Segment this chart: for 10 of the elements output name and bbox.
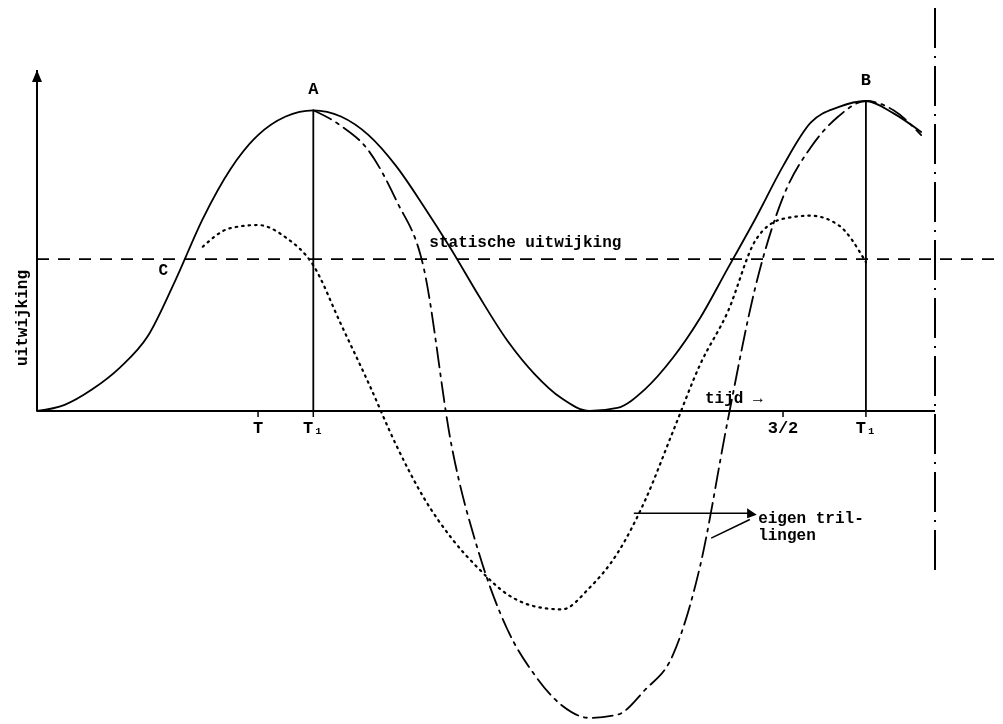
x-tick-label: T₁ — [303, 419, 324, 438]
x-tick-label: T — [252, 419, 264, 438]
annotation: eigen tril- lingen — [758, 509, 864, 545]
text: B — [860, 71, 872, 90]
annotation: A — [308, 80, 320, 100]
y-axis-title: uitwijking — [14, 269, 32, 367]
annotation: C — [158, 261, 169, 280]
x-tick-label: T₁ — [855, 419, 877, 438]
x-axis-title: tijd → — [705, 390, 764, 408]
x-tick-label: 3/2 — [767, 419, 799, 438]
